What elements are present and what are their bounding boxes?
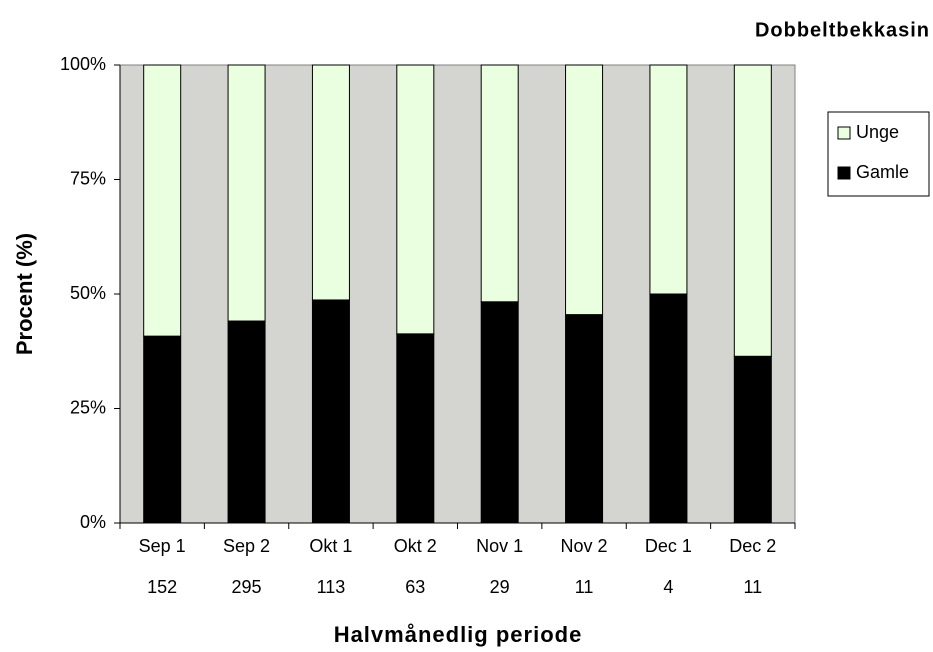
x-tick-count: 295 — [232, 577, 262, 597]
x-tick-label: Sep 1 — [139, 536, 186, 556]
bar-segment — [227, 64, 266, 322]
bar-segment — [565, 64, 604, 316]
plot-area — [119, 64, 796, 524]
legend-swatch — [837, 126, 851, 140]
y-tick-label: 100% — [60, 54, 106, 74]
x-tick-count: 152 — [147, 577, 177, 597]
bar-segment — [733, 355, 772, 524]
bar-segment — [396, 333, 435, 524]
legend-swatch — [837, 166, 851, 180]
x-tick-label: Dec 1 — [645, 536, 692, 556]
bar-segment — [143, 335, 182, 524]
bar-segment — [311, 64, 350, 301]
y-tick-label: 0% — [80, 512, 106, 532]
x-tick-count: 29 — [490, 577, 510, 597]
x-tick-label: Dec 2 — [729, 536, 776, 556]
y-tick-label: 50% — [70, 283, 106, 303]
x-tick-label: Nov 1 — [476, 536, 523, 556]
x-tick-label: Nov 2 — [561, 536, 608, 556]
x-tick-label: Sep 2 — [223, 536, 270, 556]
legend-label: Gamle — [856, 162, 909, 182]
legend-label: Unge — [856, 122, 899, 142]
bar-segment — [480, 301, 519, 524]
bar-segment — [649, 293, 688, 524]
bar-segment — [143, 64, 182, 337]
x-tick-count: 4 — [663, 577, 673, 597]
y-tick-label: 75% — [70, 168, 106, 188]
y-axis-label: Procent (%) — [12, 233, 37, 355]
x-tick-count: 63 — [405, 577, 425, 597]
chart-title: Dobbeltbekkasin — [755, 19, 930, 41]
legend-box — [827, 111, 930, 197]
bar-segment — [649, 64, 688, 295]
bar-segment — [396, 64, 435, 335]
bar-segment — [227, 320, 266, 524]
x-tick-label: Okt 1 — [309, 536, 352, 556]
bar-segment — [565, 314, 604, 524]
y-tick-label: 25% — [70, 397, 106, 417]
bar-segment — [311, 299, 350, 524]
x-axis-label: Halvmånedlig periode — [334, 622, 583, 647]
x-tick-count: 113 — [317, 577, 346, 597]
bar-segment — [733, 64, 772, 357]
x-tick-label: Okt 2 — [394, 536, 437, 556]
x-tick-count: 11 — [575, 577, 594, 597]
bar-segment — [480, 64, 519, 303]
x-tick-count: 11 — [743, 577, 762, 597]
